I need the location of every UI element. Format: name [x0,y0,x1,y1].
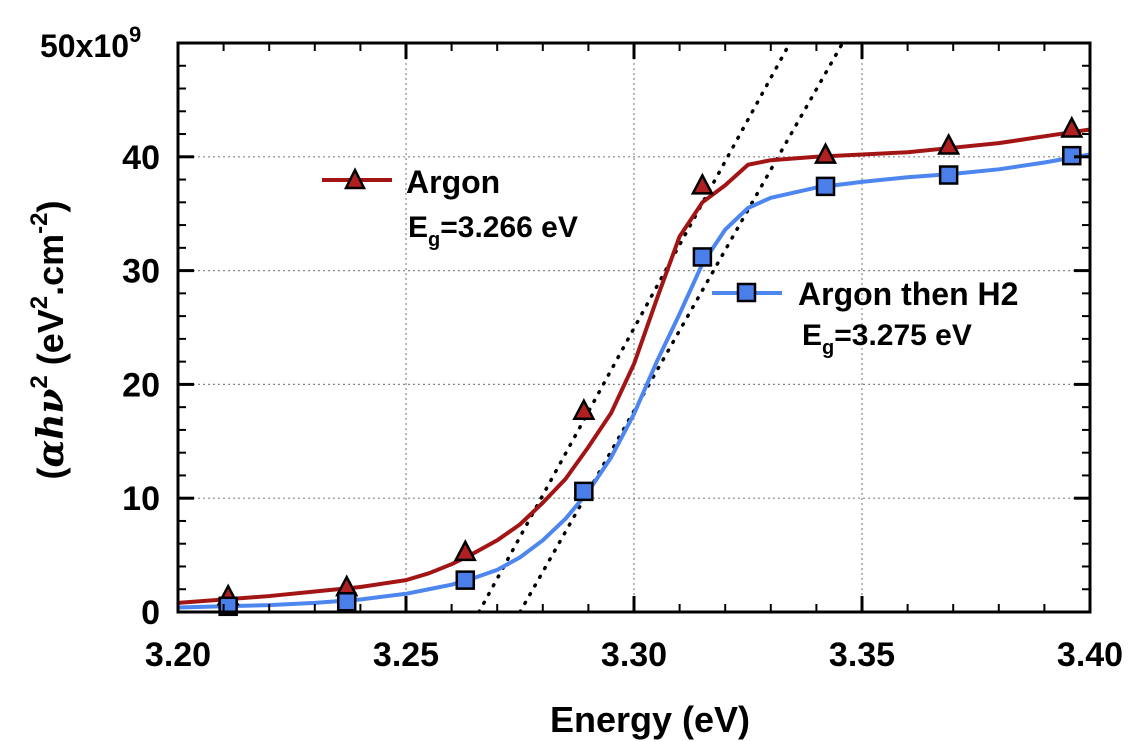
argon-h2-marker [815,176,836,197]
y-tick-label: 30 [122,253,160,291]
x-tick-label: 3.35 [829,636,895,674]
legend-argon-marker [343,167,367,190]
legend-argon-h2-gap: Eg=3.275 eV [802,319,972,359]
argon-h2-marker [574,481,594,502]
y-tick-label: 10 [122,480,160,518]
argon-marker [690,172,714,195]
y-tick-label: 0 [141,594,160,632]
grid [178,43,1090,612]
argon-marker [453,539,477,562]
argon-fit-line [477,43,792,612]
fit-lines [477,43,845,612]
tick-marks [176,41,1092,614]
legend-argon-h2-marker [736,282,757,303]
y-top-tick-label: 50x109 [40,22,141,64]
x-tick-label: 3.25 [373,636,439,674]
legend-argon-gap: Eg=3.266 eV [408,211,578,251]
y-axis-label: (αhν2 (eV2.cm-2) [26,201,72,480]
argon-h2-marker [938,165,959,185]
series-layer [177,115,1091,617]
series-line-1 [177,152,1091,610]
x-tick-label: 3.40 [1057,636,1123,674]
argon-marker [937,132,961,155]
y-tick-label: 40 [122,139,160,177]
y-tick-label: 20 [122,366,160,404]
legend-argon-h2-label: Argon then H2 [798,276,1018,312]
argon-marker [572,398,596,420]
legend-argon-label: Argon [406,164,500,200]
argon-h2-marker [455,570,476,590]
argon-h2-marker [336,592,357,612]
x-axis-label: Energy (eV) [550,699,750,740]
x-tick-label: 3.20 [145,636,211,674]
argon-h2-fit-line [518,43,845,612]
x-tick-labels: 3.20 3.25 3.30 3.35 3.40 [145,636,1123,674]
legend-argon-h2: Argon then H2 Eg=3.275 eV [712,276,1018,359]
argon-marker [1060,115,1084,138]
argon-marker [813,141,838,164]
y-tick-labels: 0 10 20 30 40 [122,139,160,632]
series-line-0 [177,127,1091,605]
argon-h2-marker [692,247,713,267]
legend-argon: Argon Eg=3.266 eV [322,164,578,251]
x-tick-label: 3.30 [601,636,667,674]
